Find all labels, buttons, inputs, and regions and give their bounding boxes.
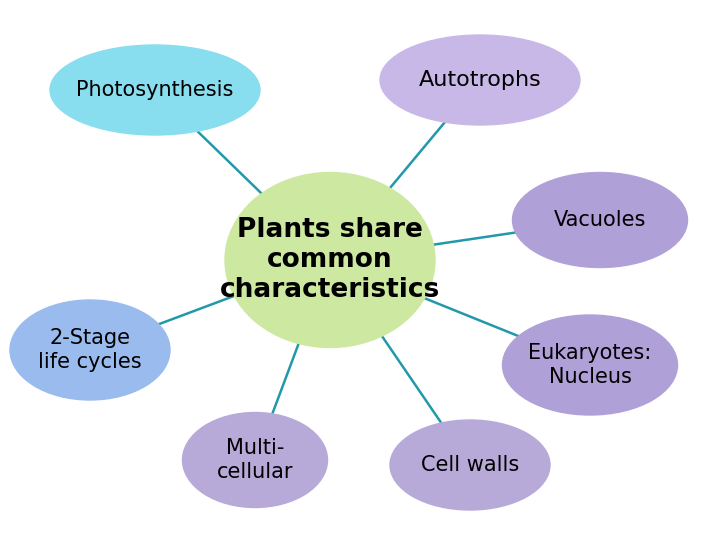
Text: Cell walls: Cell walls — [421, 455, 519, 475]
Text: Vacuoles: Vacuoles — [554, 210, 646, 230]
Text: Plants share
common
characteristics: Plants share common characteristics — [220, 217, 440, 303]
Ellipse shape — [182, 413, 328, 508]
Text: 2-Stage
life cycles: 2-Stage life cycles — [38, 328, 142, 372]
Ellipse shape — [513, 172, 688, 267]
Ellipse shape — [50, 45, 260, 135]
Ellipse shape — [10, 300, 170, 400]
Text: Eukaryotes:
Nucleus: Eukaryotes: Nucleus — [528, 343, 652, 387]
Ellipse shape — [390, 420, 550, 510]
Ellipse shape — [225, 172, 435, 348]
Ellipse shape — [380, 35, 580, 125]
Text: Photosynthesis: Photosynthesis — [76, 80, 234, 100]
Ellipse shape — [503, 315, 678, 415]
Text: Autotrophs: Autotrophs — [418, 70, 541, 90]
Text: Multi-
cellular: Multi- cellular — [217, 438, 293, 482]
